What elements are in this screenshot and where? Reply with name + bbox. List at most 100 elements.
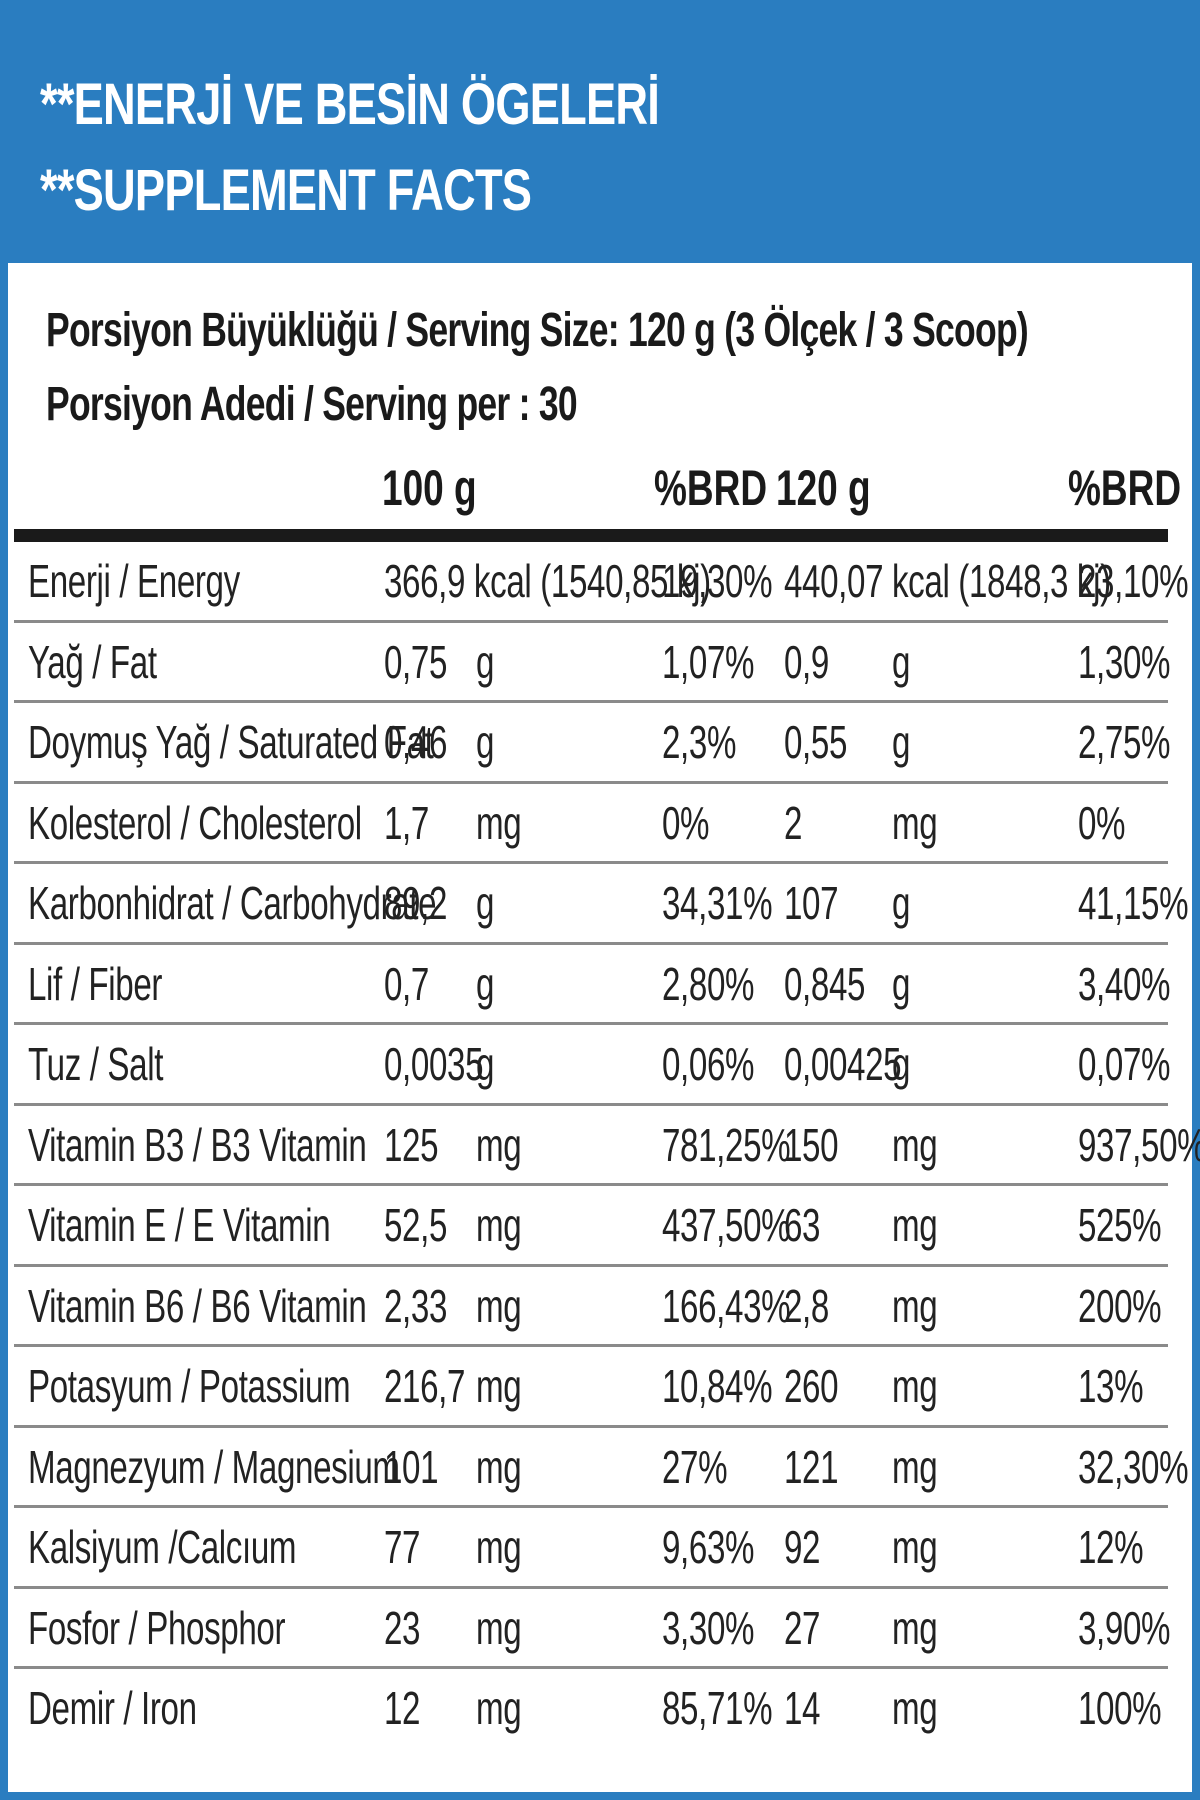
unit-120g: g	[892, 957, 911, 1010]
brd-120g: 525%	[1078, 1199, 1162, 1251]
unit-120g: mg	[892, 1601, 938, 1654]
brd-100g: 27%	[662, 1440, 728, 1493]
brd-120g: 200%	[1078, 1279, 1162, 1332]
serving-size: Porsiyon Büyüklüğü / Serving Size: 120 g…	[46, 304, 1029, 357]
brd-120g: 1,30%	[1078, 635, 1171, 688]
nutrient-name: Vitamin E / E Vitamin	[28, 1199, 331, 1251]
unit-100g: mg	[476, 1521, 522, 1573]
unit-100g: mg	[476, 1682, 522, 1734]
brd-100g: 34,31%	[662, 877, 773, 929]
table-row: Magnezyum / Magnesium 101 mg 27% 121 mg 32,30%	[14, 1428, 1189, 1508]
value-100g: 89,2	[384, 877, 448, 929]
value-120g: 0,9	[784, 635, 829, 688]
value-120g: 14	[784, 1682, 821, 1734]
unit-120g: mg	[892, 1199, 938, 1251]
value-100g: 23	[384, 1601, 421, 1654]
value-120g: 2,8	[784, 1279, 829, 1332]
table-row: Vitamin B6 / B6 Vitamin 2,33 mg 166,43% 2,8 m…	[14, 1267, 1168, 1347]
unit-100g: mg	[476, 1118, 522, 1171]
header-line-english: **SUPPLEMENT FACTS	[40, 158, 532, 223]
nutrient-name: Enerji / Energy	[28, 555, 240, 607]
nutrient-name: Kalsiyum /Calcıum	[28, 1521, 297, 1573]
brd-120g: 12%	[1078, 1521, 1144, 1573]
value-100g: 77	[384, 1521, 421, 1573]
col-header-120g: 120 g	[776, 460, 871, 516]
brd-100g: 2,3%	[662, 716, 737, 768]
energy-brd-100g: 19,30%	[662, 555, 773, 607]
unit-100g: g	[476, 877, 495, 929]
nutrient-name: Karbonhidrat / Carbohydrate	[28, 877, 437, 929]
unit-120g: mg	[892, 1360, 938, 1412]
table-row: Kalsiyum /Calcıum 77 mg 9,63% 92 mg 12%	[14, 1508, 1168, 1589]
value-100g: 101	[384, 1440, 439, 1493]
value-120g: 63	[784, 1199, 821, 1251]
table-row: Vitamin B3 / B3 Vitamin 125 mg 781,25% 150 mg…	[14, 1106, 1200, 1186]
unit-100g: mg	[476, 796, 522, 849]
brd-120g: 0,07%	[1078, 1038, 1171, 1090]
brd-100g: 781,25%	[662, 1118, 791, 1171]
table-row: Lif / Fiber 0,7 g 2,80% 0,845 g 3,40%	[14, 945, 1171, 1025]
table-row-energy: Enerji / Energy 366,9 kcal (1540,85 kj) …	[14, 542, 1189, 623]
value-100g: 0,75	[384, 635, 448, 688]
value-100g: 125	[384, 1118, 439, 1171]
brd-100g: 2,80%	[662, 957, 755, 1010]
table-row: Yağ / Fat 0,75 g 1,07% 0,9 g 1,30%	[14, 623, 1171, 703]
brd-120g: 41,15%	[1078, 877, 1189, 929]
brd-100g: 85,71%	[662, 1682, 773, 1734]
brd-120g: 13%	[1078, 1360, 1144, 1412]
value-100g: 12	[384, 1682, 421, 1734]
table-row: Demir / Iron 12 mg 85,71% 14 mg 100%	[14, 1669, 1168, 1750]
brd-120g: 0%	[1078, 796, 1126, 849]
nutrient-name: Doymuş Yağ / Saturated Fat	[28, 716, 434, 768]
value-120g: 107	[784, 877, 839, 929]
nutrient-name: Magnezyum / Magnesium	[28, 1440, 400, 1493]
energy-value-120g: 440,07 kcal (1848,3 kj)	[784, 555, 1111, 607]
unit-120g: mg	[892, 1682, 938, 1734]
unit-100g: g	[476, 635, 495, 688]
value-120g: 121	[784, 1440, 839, 1493]
value-100g: 0,0035	[384, 1038, 484, 1090]
value-100g: 1,7	[384, 796, 429, 849]
unit-120g: g	[892, 635, 911, 688]
nutrient-name: Potasyum / Potassium	[28, 1360, 351, 1412]
value-120g: 260	[784, 1360, 839, 1412]
unit-100g: g	[476, 957, 495, 1010]
brd-100g: 0,06%	[662, 1038, 755, 1090]
unit-120g: mg	[892, 796, 938, 849]
table-row: Kolesterol / Cholesterol 1,7 mg 0% 2 mg 0%	[14, 784, 1168, 864]
nutrient-table: Enerji / Energy 366,9 kcal (1540,85 kj) …	[14, 542, 1200, 1750]
unit-100g: mg	[476, 1360, 522, 1412]
brd-100g: 10,84%	[662, 1360, 773, 1412]
nutrient-name: Fosfor / Phosphor	[28, 1601, 286, 1654]
value-120g: 0,00425	[784, 1038, 902, 1090]
value-100g: 0,7	[384, 957, 429, 1010]
unit-120g: g	[892, 877, 911, 929]
value-120g: 150	[784, 1118, 839, 1171]
value-100g: 216,7	[384, 1360, 466, 1412]
nutrient-name: Lif / Fiber	[28, 957, 163, 1010]
value-100g: 52,5	[384, 1199, 448, 1251]
nutrient-name: Demir / Iron	[28, 1682, 197, 1734]
value-100g: 2,33	[384, 1279, 448, 1332]
header-line-turkish: **ENERJİ VE BESİN ÖGELERİ	[40, 72, 660, 137]
brd-120g: 937,50%	[1078, 1118, 1200, 1171]
brd-100g: 1,07%	[662, 635, 755, 688]
brd-100g: 0%	[662, 796, 710, 849]
unit-100g: mg	[476, 1440, 522, 1493]
servings-per-container: Porsiyon Adedi / Serving per : 30	[46, 378, 578, 431]
value-120g: 0,845	[784, 957, 866, 1010]
value-120g: 27	[784, 1601, 821, 1654]
unit-120g: g	[892, 716, 911, 768]
energy-value-100g: 366,9 kcal (1540,85 kj)	[384, 555, 711, 607]
brd-100g: 166,43%	[662, 1279, 791, 1332]
brd-120g: 32,30%	[1078, 1440, 1189, 1493]
unit-100g: mg	[476, 1199, 522, 1251]
brd-120g: 100%	[1078, 1682, 1162, 1734]
brd-120g: 3,40%	[1078, 957, 1171, 1010]
table-row: Fosfor / Phosphor 23 mg 3,30% 27 mg 3,90%	[14, 1589, 1170, 1669]
brd-100g: 9,63%	[662, 1521, 755, 1573]
col-header-100g: 100 g	[382, 460, 477, 516]
unit-120g: mg	[892, 1279, 938, 1332]
value-120g: 0,55	[784, 716, 848, 768]
